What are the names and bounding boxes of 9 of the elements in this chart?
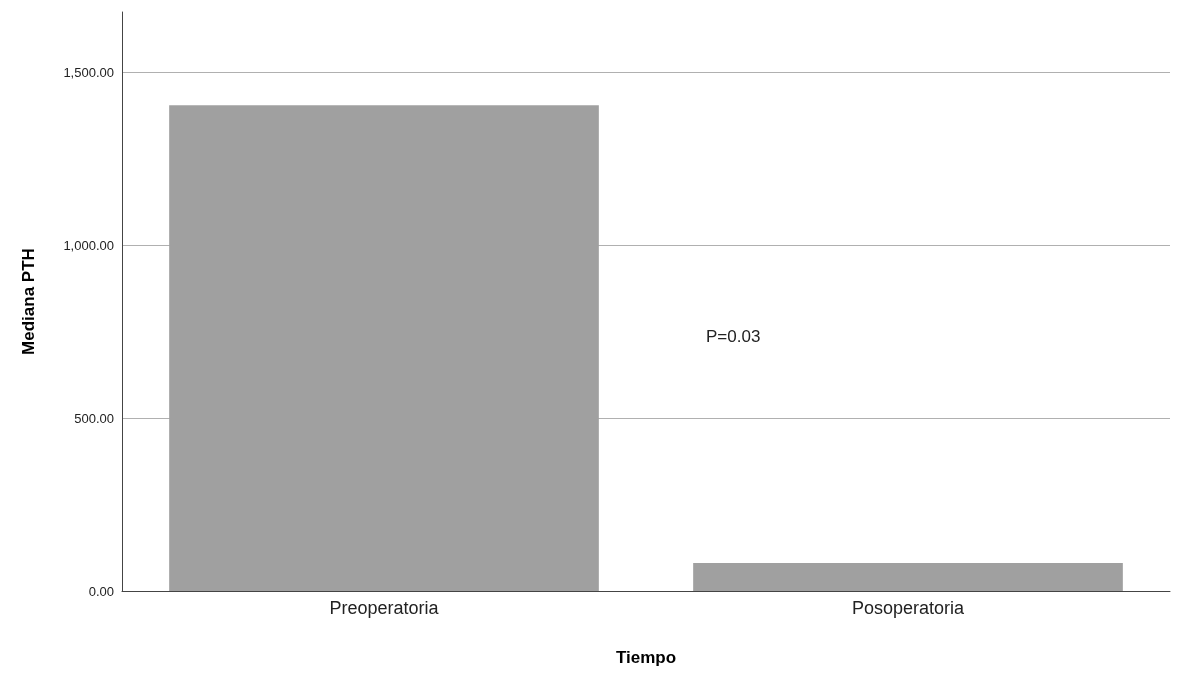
y-axis-title: Mediana PTH	[19, 248, 38, 355]
y-tick-label: 500.00	[74, 410, 114, 426]
y-tick-label: 1,000.00	[63, 237, 114, 253]
y-tick-label: 1,500.00	[63, 64, 114, 80]
y-tick-label: 0.00	[88, 583, 114, 599]
x-tick-label: Preoperatoria	[329, 598, 440, 618]
x-tick-label: Posoperatoria	[851, 598, 966, 618]
x-axis-title: Tiempo	[615, 648, 677, 667]
annotation: P=0.03	[706, 327, 761, 346]
